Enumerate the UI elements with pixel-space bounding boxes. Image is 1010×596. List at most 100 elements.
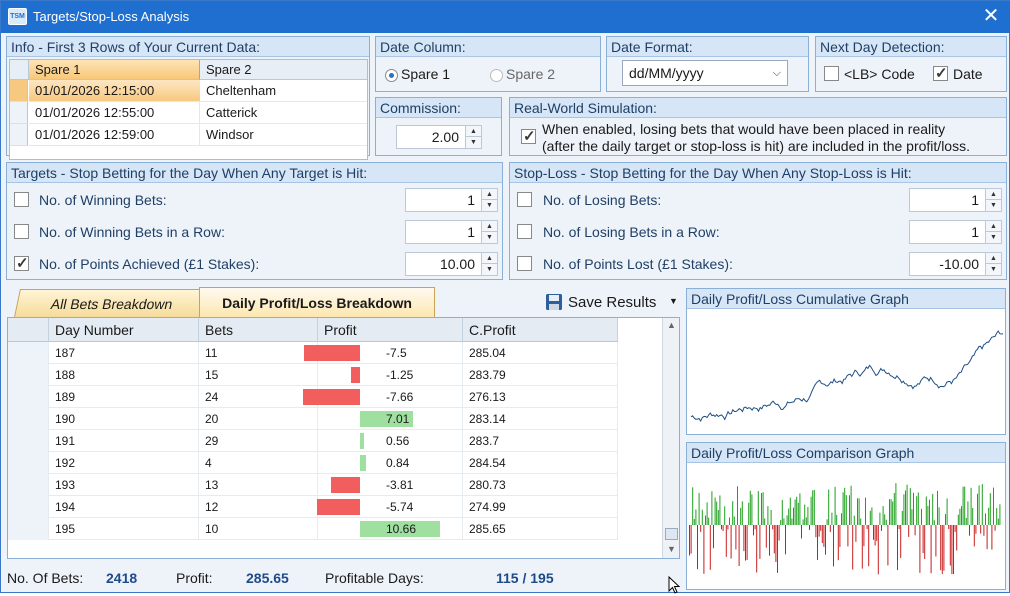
cprofit-cell[interactable]: 283.7 (463, 430, 618, 452)
lb-code-label[interactable]: <LB> Code (844, 66, 915, 82)
spin-up-icon[interactable]: ▲ (986, 221, 1001, 232)
spin-down-icon[interactable]: ▼ (470, 139, 477, 146)
points-lost-input[interactable]: -10.00 ▲ ▼ (909, 252, 1002, 276)
day-number-cell[interactable]: 192 (49, 452, 199, 474)
simulation-checkbox[interactable] (521, 127, 536, 145)
bets-cell[interactable]: 20 (199, 408, 318, 430)
scroll-up-icon[interactable]: ▲ (667, 320, 676, 330)
table-row[interactable]: 194 12 274.99 -5.74 (8, 496, 618, 518)
winning-bets-input[interactable]: 1 ▲ ▼ (405, 188, 498, 212)
spin-down-icon[interactable]: ▼ (990, 266, 997, 273)
points-achieved-input[interactable]: 10.00 ▲ ▼ (405, 252, 498, 276)
bets-cell[interactable]: 15 (199, 364, 318, 386)
day-number-cell[interactable]: 194 (49, 496, 199, 518)
spin-up-icon[interactable]: ▲ (466, 126, 481, 137)
profit-cell[interactable]: -1.25 (318, 364, 463, 386)
row-header[interactable] (8, 408, 49, 430)
table-row[interactable]: 191 29 283.7 0.56 (8, 430, 618, 452)
radio-spare1-label[interactable]: Spare 1 (401, 66, 451, 82)
cprofit-cell[interactable]: 284.54 (463, 452, 618, 474)
winning-row-input[interactable]: 1 ▲ ▼ (405, 220, 498, 244)
scroll-down-icon[interactable]: ▼ (667, 544, 676, 554)
profit-cell[interactable]: 0.84 (318, 452, 463, 474)
commission-spinner[interactable]: ▲ ▼ (465, 126, 481, 148)
row-header[interactable] (8, 474, 49, 496)
table-row[interactable]: 188 15 283.79 -1.25 (8, 364, 618, 386)
day-number-cell[interactable]: 189 (49, 386, 199, 408)
points-lost-checkbox[interactable] (517, 256, 532, 271)
lb-code-checkbox[interactable] (824, 66, 839, 81)
losing-row-checkbox[interactable] (517, 224, 532, 239)
radio-spare1[interactable] (385, 69, 398, 82)
bets-cell[interactable]: 29 (199, 430, 318, 452)
tab-all-bets[interactable]: All Bets Breakdown (14, 289, 210, 317)
row-header[interactable] (8, 430, 49, 452)
cprofit-cell[interactable]: 283.79 (463, 364, 618, 386)
info-cell[interactable]: Cheltenham (200, 80, 367, 102)
info-col-spare2[interactable]: Spare 2 (200, 60, 367, 80)
day-number-cell[interactable]: 188 (49, 364, 199, 386)
bets-cell[interactable]: 12 (199, 496, 318, 518)
profit-cell[interactable]: -7.66 (302, 386, 463, 408)
table-row[interactable]: 195 10 285.65 10.66 (8, 518, 618, 540)
info-col-spare1[interactable]: Spare 1 (29, 60, 200, 80)
spin-up-icon[interactable]: ▲ (482, 253, 497, 264)
profit-cell[interactable]: 10.66 (318, 518, 463, 540)
row-header[interactable] (8, 452, 49, 474)
info-row-header[interactable] (10, 124, 28, 146)
cprofit-cell[interactable]: 274.99 (463, 496, 618, 518)
table-row[interactable]: 190 20 283.14 7.01 (8, 408, 618, 430)
tab-daily-profit-loss[interactable]: Daily Profit/Loss Breakdown (199, 287, 435, 317)
info-cell[interactable]: Catterick (200, 102, 367, 124)
spin-down-icon[interactable]: ▼ (486, 266, 493, 273)
radio-spare2-label[interactable]: Spare 2 (506, 66, 556, 82)
cprofit-cell[interactable]: 280.73 (463, 474, 618, 496)
spin-down-icon[interactable]: ▼ (990, 202, 997, 209)
date-checkbox[interactable] (933, 64, 948, 82)
bets-cell[interactable]: 10 (199, 518, 318, 540)
scroll-thumb[interactable] (665, 528, 678, 540)
info-row-header[interactable] (10, 80, 28, 102)
table-row[interactable]: 189 24 276.13 -7.66 (8, 386, 618, 408)
table-row[interactable]: 192 4 284.54 0.84 (8, 452, 618, 474)
losing-row-input[interactable]: 1 ▲ ▼ (909, 220, 1002, 244)
bets-cell[interactable]: 24 (199, 386, 318, 408)
row-header[interactable] (8, 496, 49, 518)
winning-row-checkbox[interactable] (14, 224, 29, 239)
day-number-cell[interactable]: 191 (49, 430, 199, 452)
row-header[interactable] (8, 386, 49, 408)
cprofit-cell[interactable]: 285.04 (463, 342, 618, 364)
info-cell[interactable]: Windsor (200, 124, 367, 146)
profit-cell[interactable]: -7.5 (303, 342, 463, 364)
spinner[interactable]: ▲ ▼ (481, 253, 497, 275)
profit-cell[interactable]: 0.56 (318, 430, 463, 452)
info-cell[interactable]: 01/01/2026 12:15:00 (29, 80, 200, 102)
day-number-cell[interactable]: 187 (49, 342, 199, 364)
spin-down-icon[interactable]: ▼ (990, 234, 997, 241)
spin-up-icon[interactable]: ▲ (482, 189, 497, 200)
day-number-cell[interactable]: 195 (49, 518, 199, 540)
table-row[interactable]: 193 13 280.73 -3.81 (8, 474, 618, 496)
winning-bets-checkbox[interactable] (14, 192, 29, 207)
col-profit[interactable]: Profit (318, 318, 463, 342)
save-results-button[interactable]: Save Results ▼ (545, 292, 681, 314)
spinner[interactable]: ▲ ▼ (481, 221, 497, 243)
row-header[interactable] (8, 364, 49, 386)
profit-cell[interactable]: 7.01 (318, 408, 463, 430)
spinner[interactable]: ▲ ▼ (985, 253, 1001, 275)
cprofit-cell[interactable]: 285.65 (463, 518, 618, 540)
bets-cell[interactable]: 4 (199, 452, 318, 474)
col-day-number[interactable]: Day Number (49, 318, 199, 342)
cprofit-cell[interactable]: 283.14 (463, 408, 618, 430)
info-row-header[interactable] (10, 102, 28, 124)
col-bets[interactable]: Bets (199, 318, 318, 342)
info-cell[interactable]: 01/01/2026 12:55:00 (29, 102, 200, 124)
spin-down-icon[interactable]: ▼ (486, 234, 493, 241)
info-cell[interactable]: 01/01/2026 12:59:00 (29, 124, 200, 146)
spin-down-icon[interactable]: ▼ (486, 202, 493, 209)
profit-cell[interactable]: -3.81 (318, 474, 463, 496)
date-format-select[interactable]: dd/MM/yyyy ⌵ (622, 60, 788, 86)
spin-up-icon[interactable]: ▲ (986, 253, 1001, 264)
date-checkbox-label[interactable]: Date (953, 66, 983, 82)
spinner[interactable]: ▲ ▼ (985, 189, 1001, 211)
